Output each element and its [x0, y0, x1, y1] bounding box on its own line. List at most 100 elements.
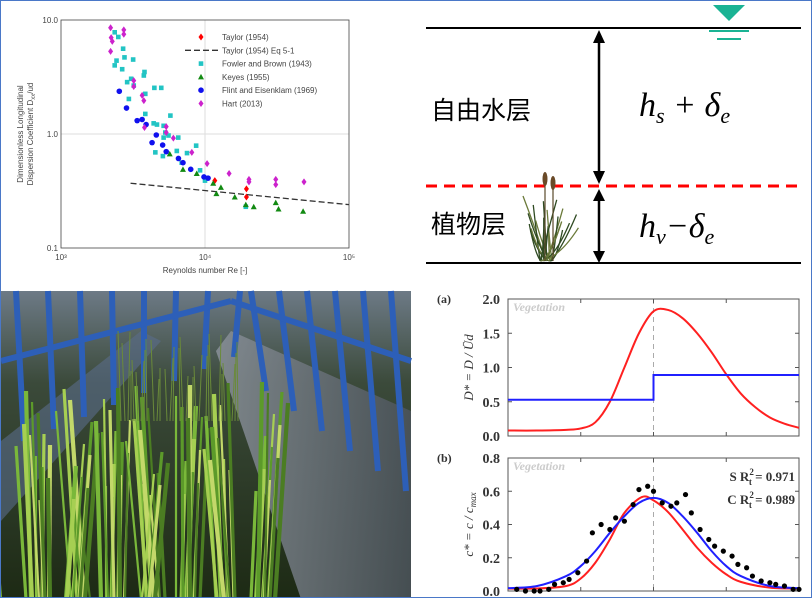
y-tick-label: 1.0: [47, 130, 59, 139]
data-point: [659, 500, 665, 506]
data-point: [166, 133, 171, 138]
reed-stem-far: [169, 357, 174, 422]
data-point: [175, 135, 181, 140]
vegetation-annotation: Vegetation: [513, 459, 565, 473]
data-point: [217, 184, 224, 190]
reed-stem-far: [222, 362, 226, 422]
reed-leaf: [532, 204, 541, 262]
reed-stem: [268, 457, 280, 597]
data-point: [243, 185, 249, 193]
panel-label: (a): [437, 292, 451, 306]
data-point: [712, 543, 718, 549]
data-point: [537, 588, 543, 594]
reed-stem: [263, 392, 270, 597]
data-point: [645, 483, 651, 489]
data-point: [790, 586, 796, 592]
fit-sup: 2: [749, 490, 754, 500]
flume-frame-post: [45, 290, 57, 430]
reed-stem-far: [164, 368, 168, 422]
data-point: [160, 153, 166, 159]
y-tick-label: 0.8: [483, 452, 501, 467]
data-point: [163, 148, 170, 155]
data-point: [112, 30, 117, 35]
data-point: [120, 46, 126, 52]
y-tick-label: 0.0: [483, 585, 501, 598]
legend-label: Taylor (1954): [222, 33, 269, 42]
reed-stem: [249, 490, 258, 597]
reed-stem-far: [193, 365, 197, 422]
fit-sup: 2: [749, 467, 754, 477]
data-point: [161, 135, 166, 140]
series-1: [130, 182, 350, 206]
reed-stem-far: [207, 344, 210, 422]
flume-frame-beam: [230, 298, 412, 364]
fit-prefix: C R: [727, 492, 750, 507]
fit-r2-label: S R2 t = 0.971: [729, 467, 795, 487]
reed-stem: [28, 434, 40, 597]
reed-stem: [72, 476, 84, 597]
reed-stem-far: [208, 333, 213, 422]
series-4: [116, 88, 211, 181]
data-point: [773, 581, 779, 587]
reed-stem-far: [117, 330, 122, 422]
data-point: [128, 76, 134, 82]
data-point: [193, 143, 199, 148]
data-point: [781, 583, 788, 589]
reed-stem-far: [156, 378, 160, 422]
data-point: [121, 26, 127, 34]
data-point: [613, 515, 619, 521]
reed-stem-far: [198, 354, 203, 422]
series-line-0: [507, 495, 800, 590]
dispersion-scatter-chart: 10³ 10⁴ 10⁵ 0.1 1.0 10.0 Reynolds number Re [-…: [1, 1, 361, 281]
series-line-0: [507, 307, 800, 432]
data-point: [796, 586, 802, 592]
legend-label: Fowler and Brown (1943): [222, 60, 312, 69]
data-point: [758, 578, 764, 584]
ylabel-sub: xx: [31, 94, 37, 100]
data-point: [131, 83, 137, 91]
reed-stem: [193, 482, 200, 597]
data-point: [122, 55, 127, 60]
double-arrow-lower: [593, 189, 605, 263]
data-point: [154, 122, 160, 127]
data-point: [589, 530, 595, 536]
data-point: [607, 526, 613, 533]
data-point: [149, 139, 155, 146]
y-tick-label: 1.0: [483, 362, 501, 377]
legend-swatch: [198, 33, 204, 41]
reed-head: [542, 172, 548, 186]
data-point: [688, 510, 694, 516]
reed-stem: [14, 445, 28, 597]
legend-label: Keyes (1955): [222, 73, 270, 82]
vegetated-flume-photo: [1, 290, 412, 597]
data-point: [697, 526, 703, 533]
reed-stem: [36, 412, 47, 597]
reed-stem-far: [218, 334, 222, 422]
data-point: [204, 160, 210, 168]
data-point: [153, 150, 158, 155]
x-axis-label: Reynolds number Re [-]: [163, 266, 247, 275]
fit-sub: t: [749, 477, 752, 487]
fit-prefix: S R: [729, 469, 749, 484]
reed-stem-far: [185, 375, 189, 422]
legend-swatch: [198, 61, 204, 66]
data-point: [744, 565, 750, 571]
series-3: [166, 150, 307, 214]
data-point: [168, 113, 173, 118]
data-point: [161, 123, 166, 129]
legend-swatch: [198, 73, 204, 80]
data-point: [108, 24, 114, 32]
reed-stem: [226, 382, 237, 597]
series-5: [108, 24, 307, 189]
data-point: [706, 536, 712, 543]
data-point: [546, 586, 552, 592]
y-axis-label: c* = c / cmax: [461, 492, 478, 556]
data-point: [636, 486, 642, 493]
data-point: [720, 548, 726, 554]
data-point: [131, 77, 137, 85]
data-point: [139, 116, 145, 123]
data-point: [272, 199, 279, 206]
reed-stem-far: [179, 336, 184, 422]
